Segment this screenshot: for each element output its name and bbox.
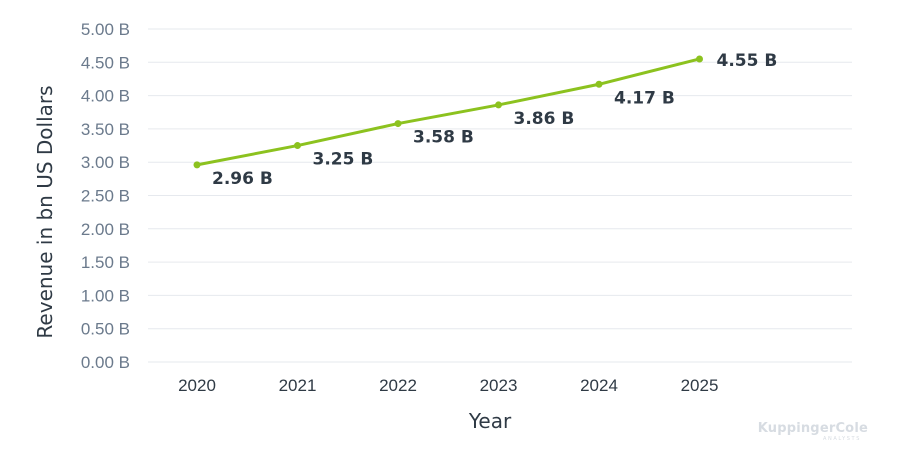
data-points: [193, 55, 703, 169]
x-axis-title: Year: [468, 409, 512, 433]
y-axis-title: Revenue in bn US Dollars: [33, 85, 57, 338]
watermark-brand: KuppingerCole: [758, 421, 868, 436]
data-point: [595, 80, 603, 88]
x-tick-label: 2025: [681, 376, 719, 395]
y-tick-label: 3.50 B: [81, 120, 130, 139]
data-label: 3.25 B: [313, 150, 374, 170]
y-tick-label: 0.50 B: [81, 320, 130, 339]
data-point: [394, 120, 402, 128]
data-point: [294, 142, 301, 150]
x-tick-label: 2023: [480, 376, 518, 395]
y-axis-ticks: 0.00 B 0.50 B 1.00 B 1.50 B 2.00 B 2.50 B 3.00…: [81, 20, 130, 372]
x-tick-label: 2022: [379, 376, 417, 395]
watermark-sub: ANALYSTS: [823, 436, 861, 442]
gridlines: [148, 28, 852, 363]
data-label: 4.17 B: [614, 88, 675, 108]
x-tick-label: 2024: [580, 376, 618, 395]
data-point: [193, 161, 201, 169]
data-point: [696, 55, 703, 63]
y-tick-label: 5.00 B: [81, 20, 130, 39]
data-labels: 2.96 B 3.25 B 3.58 B 3.86 B 4.17 B 4.55 B: [212, 51, 777, 189]
data-label: 4.55 B: [717, 51, 778, 71]
series-line: [195, 57, 701, 167]
data-label: 3.58 B: [413, 128, 474, 148]
y-tick-label: 4.50 B: [81, 53, 130, 72]
y-tick-label: 1.50 B: [81, 253, 130, 272]
x-tick-label: 2021: [279, 376, 317, 395]
y-tick-label: 2.00 B: [81, 220, 130, 239]
data-point: [495, 101, 502, 109]
x-axis-ticks: 2020 2021 2022 2023 2024 2025: [178, 376, 718, 395]
y-tick-label: 4.00 B: [81, 87, 130, 106]
y-tick-label: 0.00 B: [81, 353, 130, 372]
data-label: 3.86 B: [514, 109, 575, 129]
y-tick-label: 2.50 B: [81, 187, 130, 206]
data-label: 2.96 B: [212, 169, 273, 189]
y-tick-label: 3.00 B: [81, 153, 130, 172]
y-tick-label: 1.00 B: [81, 286, 130, 305]
x-tick-label: 2020: [178, 376, 216, 395]
watermark-logo: KuppingerCole ANALYSTS: [758, 421, 868, 442]
